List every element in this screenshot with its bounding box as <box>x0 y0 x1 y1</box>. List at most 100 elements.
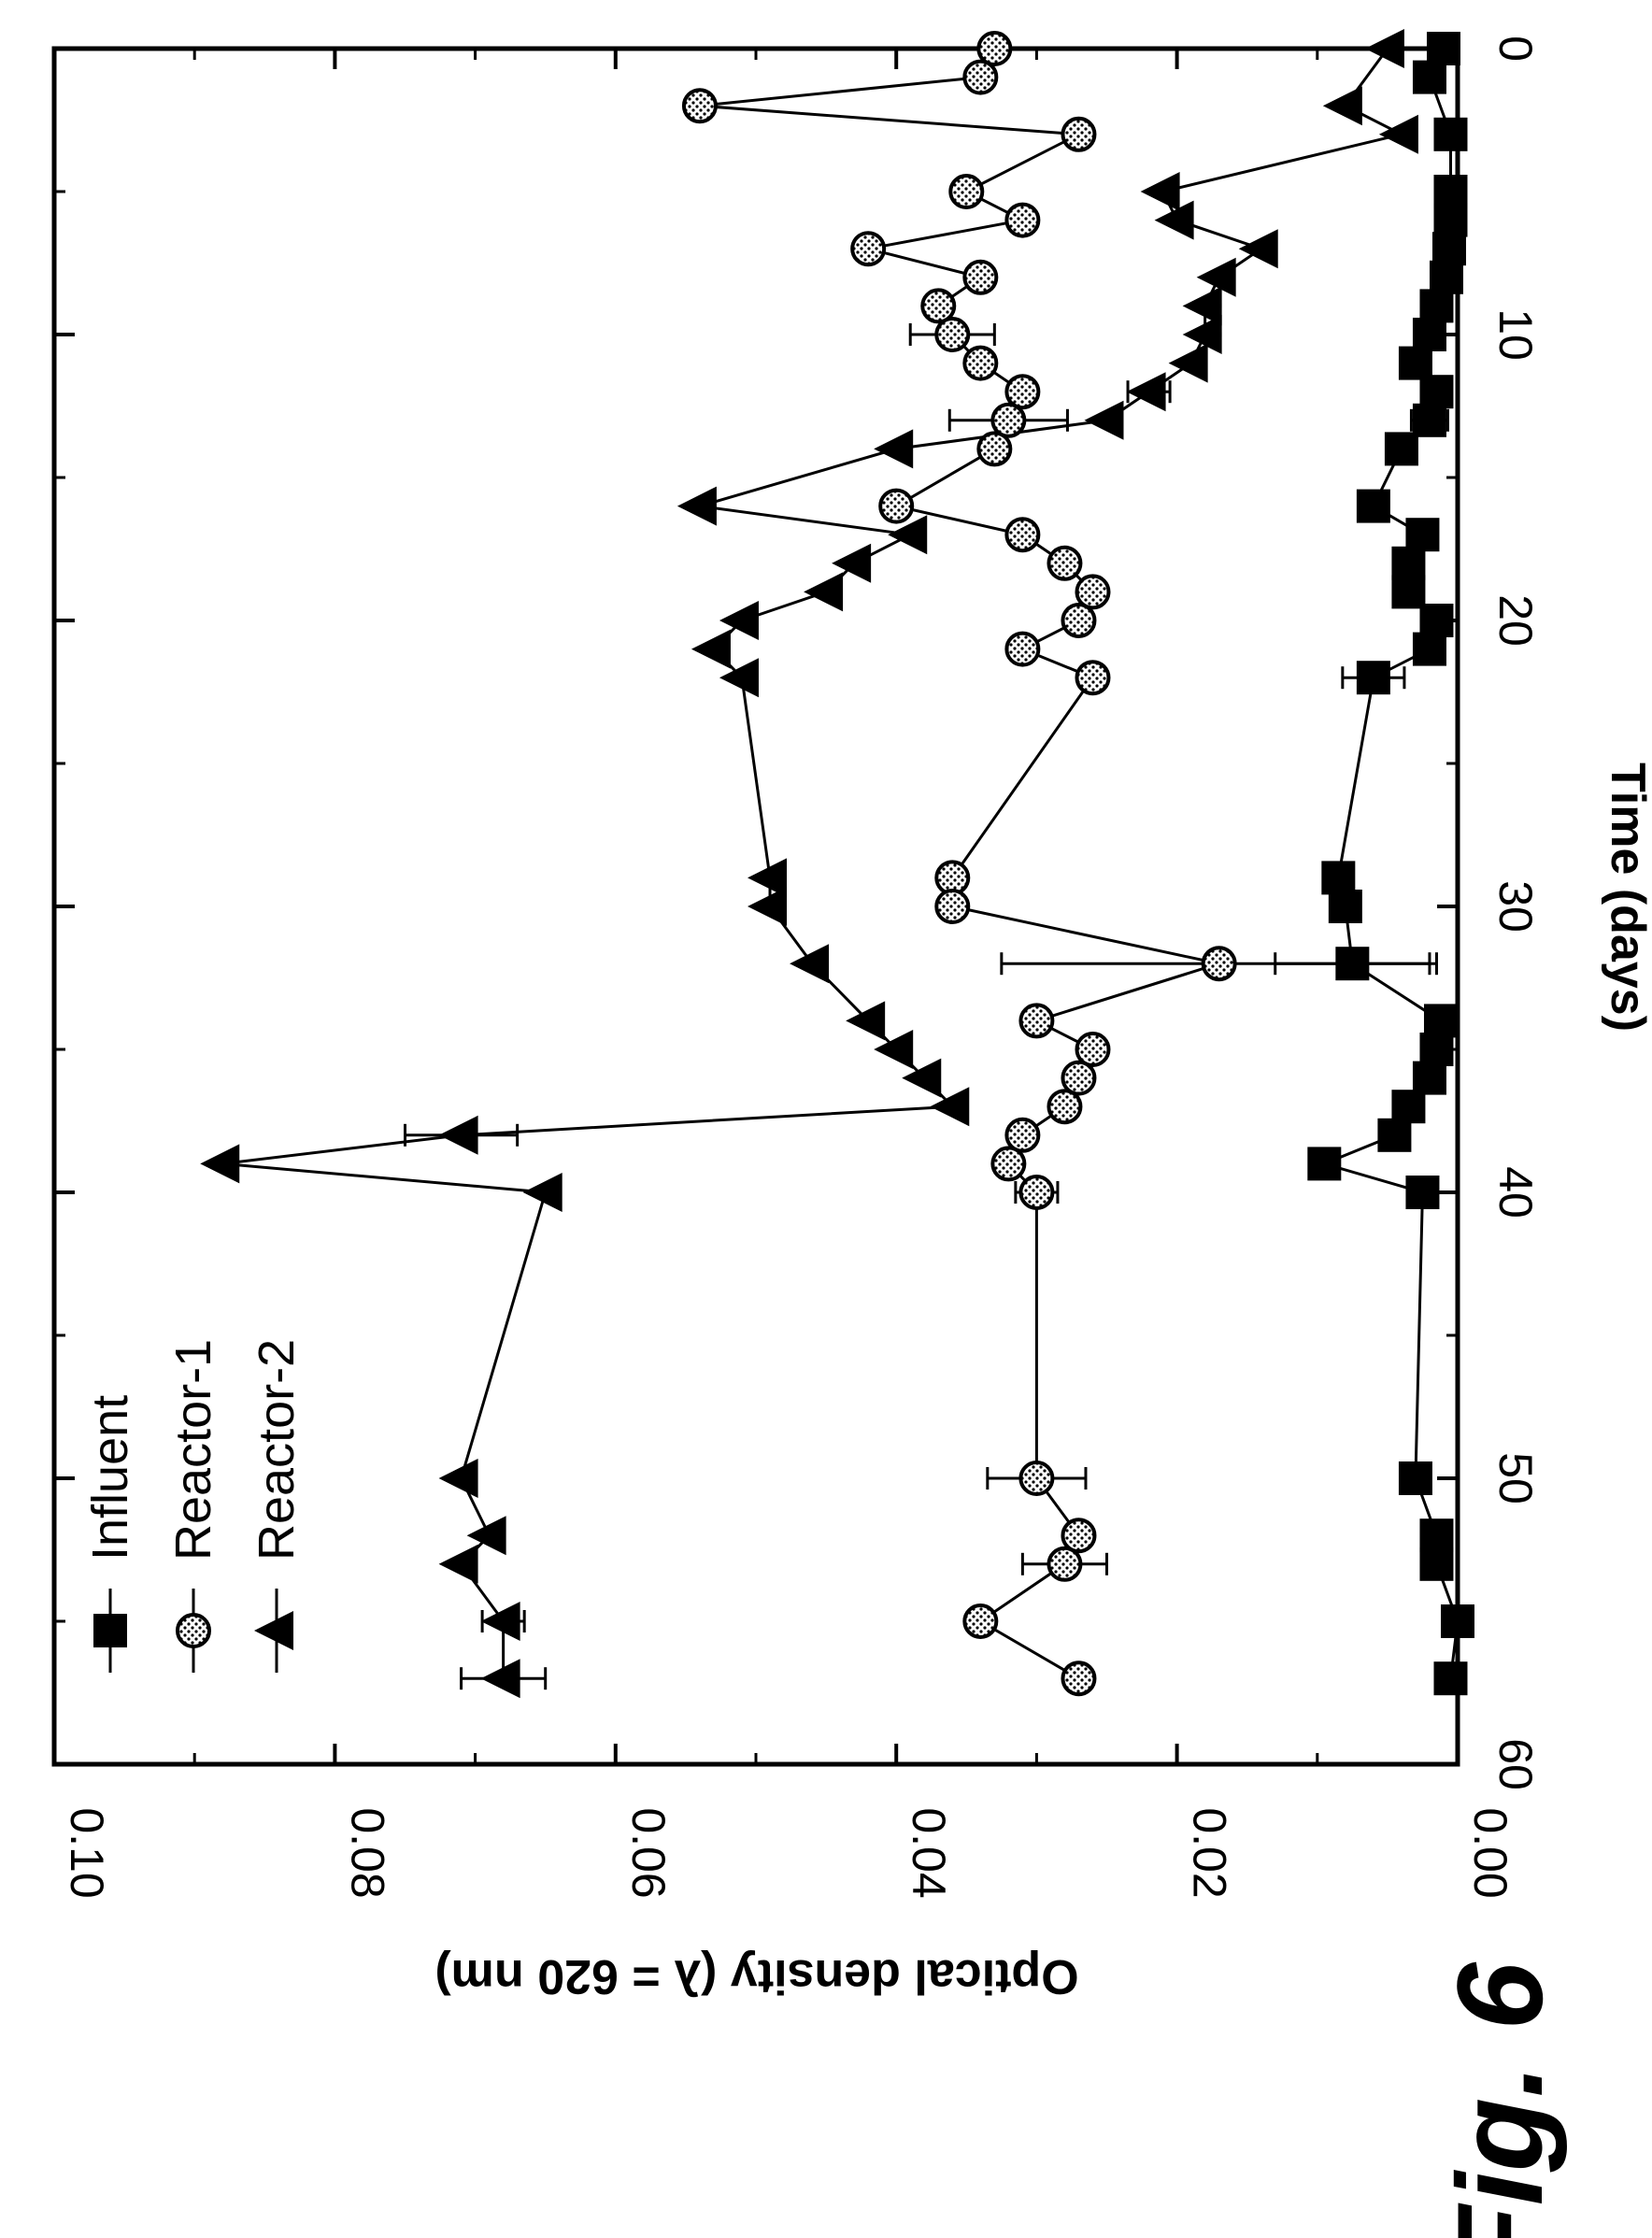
x-tick-label: 50 <box>1489 1452 1542 1504</box>
reactor-1-point <box>1061 1661 1097 1697</box>
influent-point <box>1321 861 1356 895</box>
reactor-2-point <box>438 1115 478 1155</box>
reactor-1-point <box>1075 574 1111 610</box>
reactor-2-point <box>1378 114 1418 154</box>
reactor-2-point <box>1168 343 1208 383</box>
reactor-1-point <box>920 288 957 324</box>
influent-point <box>1426 32 1460 65</box>
reactor-1-point <box>990 402 1027 438</box>
reactor-2-point <box>790 944 830 984</box>
influent-point <box>1431 232 1466 266</box>
influent-point <box>1429 260 1463 294</box>
reactor-2-point <box>1238 229 1278 269</box>
series-lines <box>222 48 1460 1680</box>
reactor-2-point <box>888 515 928 555</box>
reactor-2-point <box>466 1516 506 1556</box>
reactor-2-point <box>1084 400 1124 440</box>
influent-point <box>1398 1461 1432 1495</box>
reactor-2-point <box>748 887 788 926</box>
reactor-2-point <box>1182 286 1222 326</box>
reactor-2-point <box>902 1058 942 1098</box>
reactor-2-point <box>719 658 759 698</box>
legend-influent-marker <box>93 1614 127 1647</box>
reactor-1-point <box>962 1604 999 1639</box>
y-tick-label: 0.04 <box>903 1807 955 1898</box>
influent-point <box>1419 1518 1454 1553</box>
legend: Influent Reactor-1 Reactor-2 <box>82 1339 305 1673</box>
reactor-1-point <box>962 259 999 295</box>
reactor-1-point <box>1201 946 1237 982</box>
reactor-2-point <box>1154 200 1194 240</box>
reactor-1-point <box>1004 631 1041 667</box>
reactor-2-point <box>719 601 759 640</box>
influent-point <box>1433 203 1468 237</box>
reactor-1-point <box>878 488 915 524</box>
reactor-1-point <box>934 889 971 924</box>
x-tick-label: 0 <box>1489 36 1542 62</box>
influent-point <box>1412 1061 1446 1095</box>
influent-point <box>1423 1004 1458 1038</box>
influent-point <box>1441 1604 1474 1638</box>
influent-point <box>1419 1547 1454 1581</box>
x-tick-label: 40 <box>1489 1166 1542 1219</box>
reactor-1-point <box>934 317 971 352</box>
x-axis-label: Time (days) <box>1601 763 1652 1032</box>
reactor-2-point <box>832 543 872 583</box>
reactor-1-point <box>1004 1117 1041 1153</box>
reactor-2-point <box>846 1001 886 1041</box>
reactor-1-point <box>976 431 1013 467</box>
reactor-2-point <box>1140 172 1180 211</box>
data-markers <box>200 29 1474 1699</box>
reactor-2-point <box>874 429 914 469</box>
reactor-2-point <box>1364 29 1404 68</box>
influent-point <box>1391 546 1426 580</box>
influent-point <box>1398 346 1432 380</box>
y-tick-label: 0.08 <box>341 1807 393 1898</box>
y-tick-label: 0.10 <box>61 1807 113 1898</box>
reactor-1-point <box>1004 517 1041 553</box>
y-tick-label: 0.02 <box>1184 1807 1236 1898</box>
y-tick-label: 0.06 <box>622 1807 675 1898</box>
reactor-2-point <box>200 1144 240 1184</box>
figure-label: Fig. 6 <box>1431 1962 1568 2238</box>
reactor-1-point <box>962 345 999 381</box>
legend-reactor-1-marker <box>176 1613 211 1648</box>
reactor-2-point <box>438 1459 478 1498</box>
influent-point <box>1391 575 1426 609</box>
reactor-1-point <box>1061 116 1097 152</box>
reactor-2-point <box>1196 257 1236 297</box>
reactor-1-point <box>962 59 999 95</box>
reactor-1-point <box>1047 1089 1083 1125</box>
reactor-1-point <box>1061 1060 1097 1096</box>
x-tick-label: 30 <box>1489 880 1542 933</box>
reactor-2-point <box>676 486 717 526</box>
x-tick-label: 60 <box>1489 1738 1542 1790</box>
influent-point <box>1433 175 1468 208</box>
influent-point <box>1328 890 1362 923</box>
reactor-1-point <box>1018 1461 1055 1496</box>
reactor-1-point <box>990 1146 1027 1182</box>
influent-point <box>1419 289 1454 323</box>
influent-point <box>1335 947 1370 981</box>
y-tick-label: 0.00 <box>1464 1807 1517 1898</box>
influent-point <box>1412 318 1446 351</box>
reactor-2-point <box>480 1659 520 1699</box>
reactor-1-point <box>1004 202 1041 238</box>
influent-point <box>1384 432 1418 466</box>
influent-point <box>1433 1661 1468 1696</box>
influent-point <box>1419 1033 1454 1066</box>
influent-point <box>1405 1176 1440 1209</box>
reactor-1-point <box>1018 1003 1055 1039</box>
influent-point <box>1433 117 1468 151</box>
reactor-1-point <box>1018 1175 1055 1210</box>
reactor-2-point <box>930 1087 970 1127</box>
reactor-2-point <box>480 1602 520 1641</box>
reactor-2-line <box>222 48 1406 1679</box>
reactor-2-point <box>748 858 788 898</box>
reactor-1-point <box>1075 1032 1111 1067</box>
reactor-1-point <box>976 31 1013 66</box>
reactor-2-point <box>1322 86 1362 126</box>
influent-point <box>1412 60 1446 94</box>
legend-reactor-2-marker <box>254 1611 293 1650</box>
influent-point <box>1377 1118 1412 1152</box>
